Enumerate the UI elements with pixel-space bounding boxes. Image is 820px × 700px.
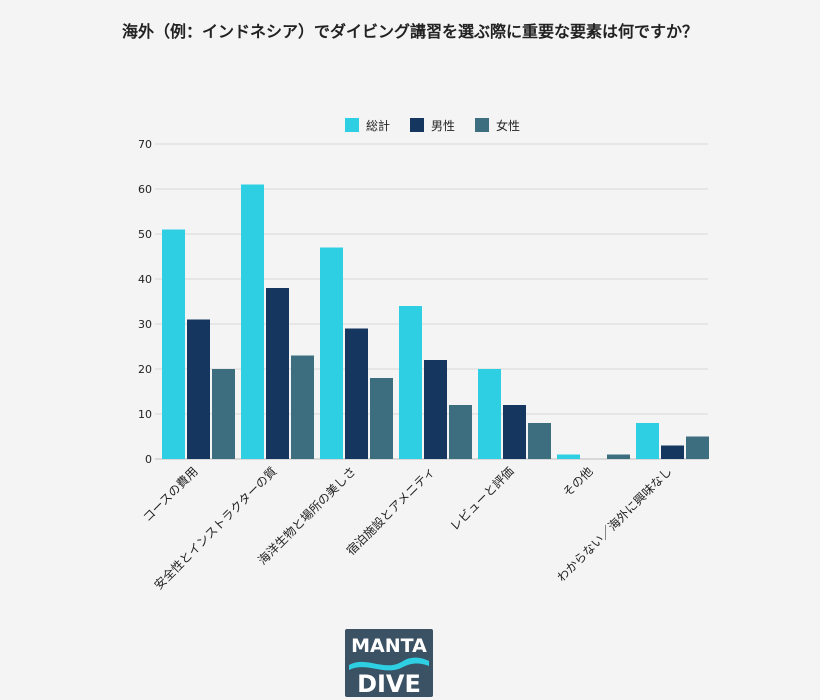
legend-label: 総計: [366, 118, 390, 133]
y-tick-label: 40: [138, 273, 152, 286]
wave-icon: [349, 657, 429, 671]
bar: [266, 288, 289, 459]
legend-swatch: [345, 118, 359, 132]
x-tick-label: 宿泊施設とアメニティ: [343, 464, 438, 559]
bar: [320, 247, 343, 459]
y-tick-label: 0: [145, 453, 152, 466]
legend-label: 女性: [496, 118, 520, 133]
bar: [661, 445, 684, 459]
y-tick-label: 10: [138, 408, 152, 421]
bars: [162, 184, 709, 459]
legend-swatch: [475, 118, 489, 132]
x-tick-label: 安全性とインストラクターの質: [151, 464, 280, 593]
y-tick-label: 20: [138, 363, 152, 376]
bar: [503, 405, 526, 459]
bar: [162, 229, 185, 459]
bar: [399, 306, 422, 459]
x-tick-label: レビューと評価: [447, 464, 517, 534]
bar: [241, 184, 264, 459]
bar: [607, 454, 630, 459]
bar: [212, 369, 235, 459]
manta-dive-logo: MANTA DIVE: [345, 629, 433, 697]
x-tick-label: その他: [560, 464, 595, 499]
x-axis-ticks: コースの費用安全性とインストラクターの質海洋生物と場所の美しさ宿泊施設とアメニテ…: [140, 464, 675, 593]
bar: [291, 355, 314, 459]
y-tick-label: 30: [138, 318, 152, 331]
bar: [528, 423, 551, 459]
bar: [449, 405, 472, 459]
y-axis-ticks: 0 10 20 30 40 50 60 70: [138, 138, 152, 466]
bar: [345, 328, 368, 459]
y-tick-label: 60: [138, 183, 152, 196]
legend-swatch: [410, 118, 424, 132]
bar: [636, 423, 659, 459]
bar: [424, 360, 447, 459]
legend-label: 男性: [431, 119, 455, 133]
y-tick-label: 50: [138, 228, 152, 241]
x-tick-label: コースの費用: [140, 464, 201, 525]
chart-title: 海外（例：インドネシア）でダイビング講習を選ぶ際に重要な要素は何ですか？: [121, 22, 698, 41]
bar: [370, 378, 393, 459]
y-tick-label: 70: [138, 138, 152, 151]
logo-text-manta: MANTA: [351, 635, 427, 657]
bar: [478, 369, 501, 459]
bar: [187, 319, 210, 459]
bar: [557, 454, 580, 459]
legend: 総計 男性 女性: [345, 118, 520, 133]
bar: [686, 436, 709, 459]
logo-text-dive: DIVE: [357, 670, 421, 697]
